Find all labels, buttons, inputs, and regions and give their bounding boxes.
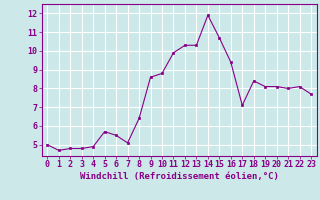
X-axis label: Windchill (Refroidissement éolien,°C): Windchill (Refroidissement éolien,°C) <box>80 172 279 181</box>
